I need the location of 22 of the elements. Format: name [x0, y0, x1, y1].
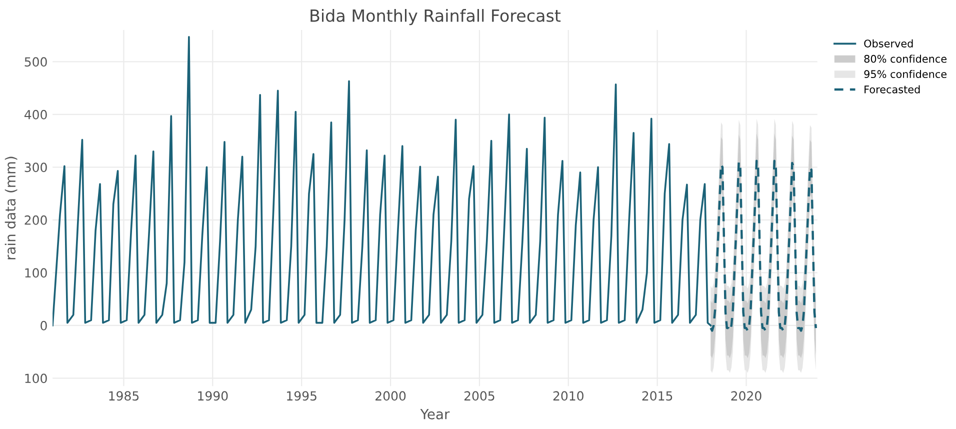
- x-tick-label: 2005: [464, 391, 494, 401]
- chart-title: Bida Monthly Rainfall Forecast: [310, 9, 561, 26]
- y-tick-label: 300: [24, 162, 47, 172]
- y-axis-title: rain data (mm): [4, 156, 18, 260]
- legend-label: Forecasted: [864, 85, 920, 94]
- y-tick-label: 0: [40, 320, 47, 330]
- legend-label: 95% confidence: [864, 70, 946, 78]
- y-tick-label: 400: [24, 110, 47, 120]
- x-tick-label: 2010: [553, 391, 584, 401]
- y-tick-label: 100: [25, 374, 47, 384]
- legend-label: Observed: [864, 39, 913, 48]
- y-tick-label: 100: [25, 268, 47, 278]
- x-tick-label: 1995: [287, 391, 316, 401]
- x-tick-label: 2000: [376, 391, 406, 401]
- x-tick-label: 2015: [642, 391, 672, 401]
- x-axis-title: Year: [420, 409, 450, 420]
- x-tick-label: 1985: [109, 391, 139, 401]
- legend-label: 80% confidence: [864, 54, 946, 63]
- x-tick-label: 1990: [198, 391, 228, 401]
- x-tick-label: 2020: [731, 391, 762, 401]
- y-tick-label: 200: [24, 215, 47, 225]
- y-tick-label: 500: [24, 57, 47, 67]
